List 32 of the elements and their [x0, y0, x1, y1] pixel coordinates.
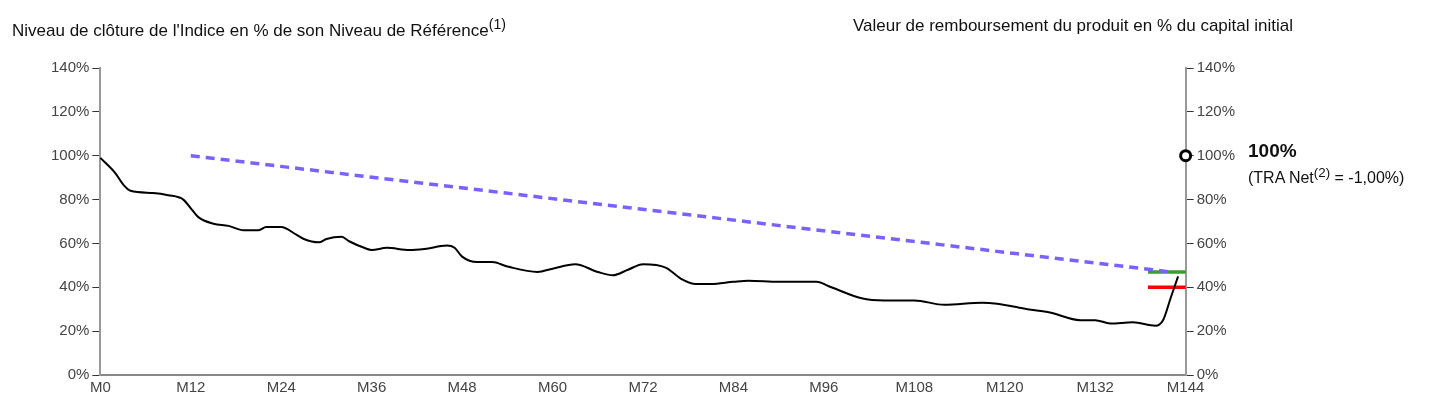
x-tick-label: M48	[447, 378, 477, 396]
x-tick-label: M120	[985, 378, 1024, 396]
x-tick-label: M72	[628, 378, 658, 396]
x-tick-label: M96	[809, 378, 839, 396]
y-tick-label: 80%	[59, 189, 90, 207]
x-tick-label: M60	[537, 378, 568, 396]
y2-tick-label: 40%	[1196, 277, 1227, 295]
x-tick-label: M36	[357, 378, 387, 396]
x-tick-label: M12	[176, 378, 206, 396]
y2-tick-label: 20%	[1196, 321, 1227, 339]
y-tick-label: 60%	[59, 233, 90, 251]
x-tick-label: M0	[89, 378, 111, 396]
y-tick-label: 40%	[59, 277, 90, 295]
x-tick-label: M84	[718, 378, 749, 396]
x-tick-label: M132	[1076, 378, 1114, 396]
y2-tick-label: 140%	[1196, 58, 1236, 76]
x-tick-label: M108	[895, 378, 934, 396]
y2-tick-label: 120%	[1196, 102, 1236, 119]
y2-tick-label: 60%	[1196, 233, 1227, 251]
text: (TRA Net$^{(2)}$ = -1,00%)	[1248, 163, 1405, 189]
text: 100%	[1248, 139, 1298, 162]
y-tick-label: 100%	[50, 145, 90, 163]
y-tick-label: 0%	[67, 365, 90, 383]
y2-axis-title: Valeur de remboursement du produit en % du capital initial	[852, 16, 1293, 36]
y2-tick-label: 100%	[1196, 145, 1236, 163]
y-tick-label: 20%	[59, 321, 90, 339]
y-tick-label: 140%	[50, 58, 90, 76]
y-tick-label: 120%	[50, 102, 90, 119]
y2-tick-label: 80%	[1196, 189, 1227, 207]
x-tick-label: M24	[266, 378, 296, 396]
y-axis-title: Niveau de clôture de l'Indice en % de son Niveau de Référence$^{(1)}$	[12, 16, 507, 41]
line-series	[99, 156, 1180, 327]
